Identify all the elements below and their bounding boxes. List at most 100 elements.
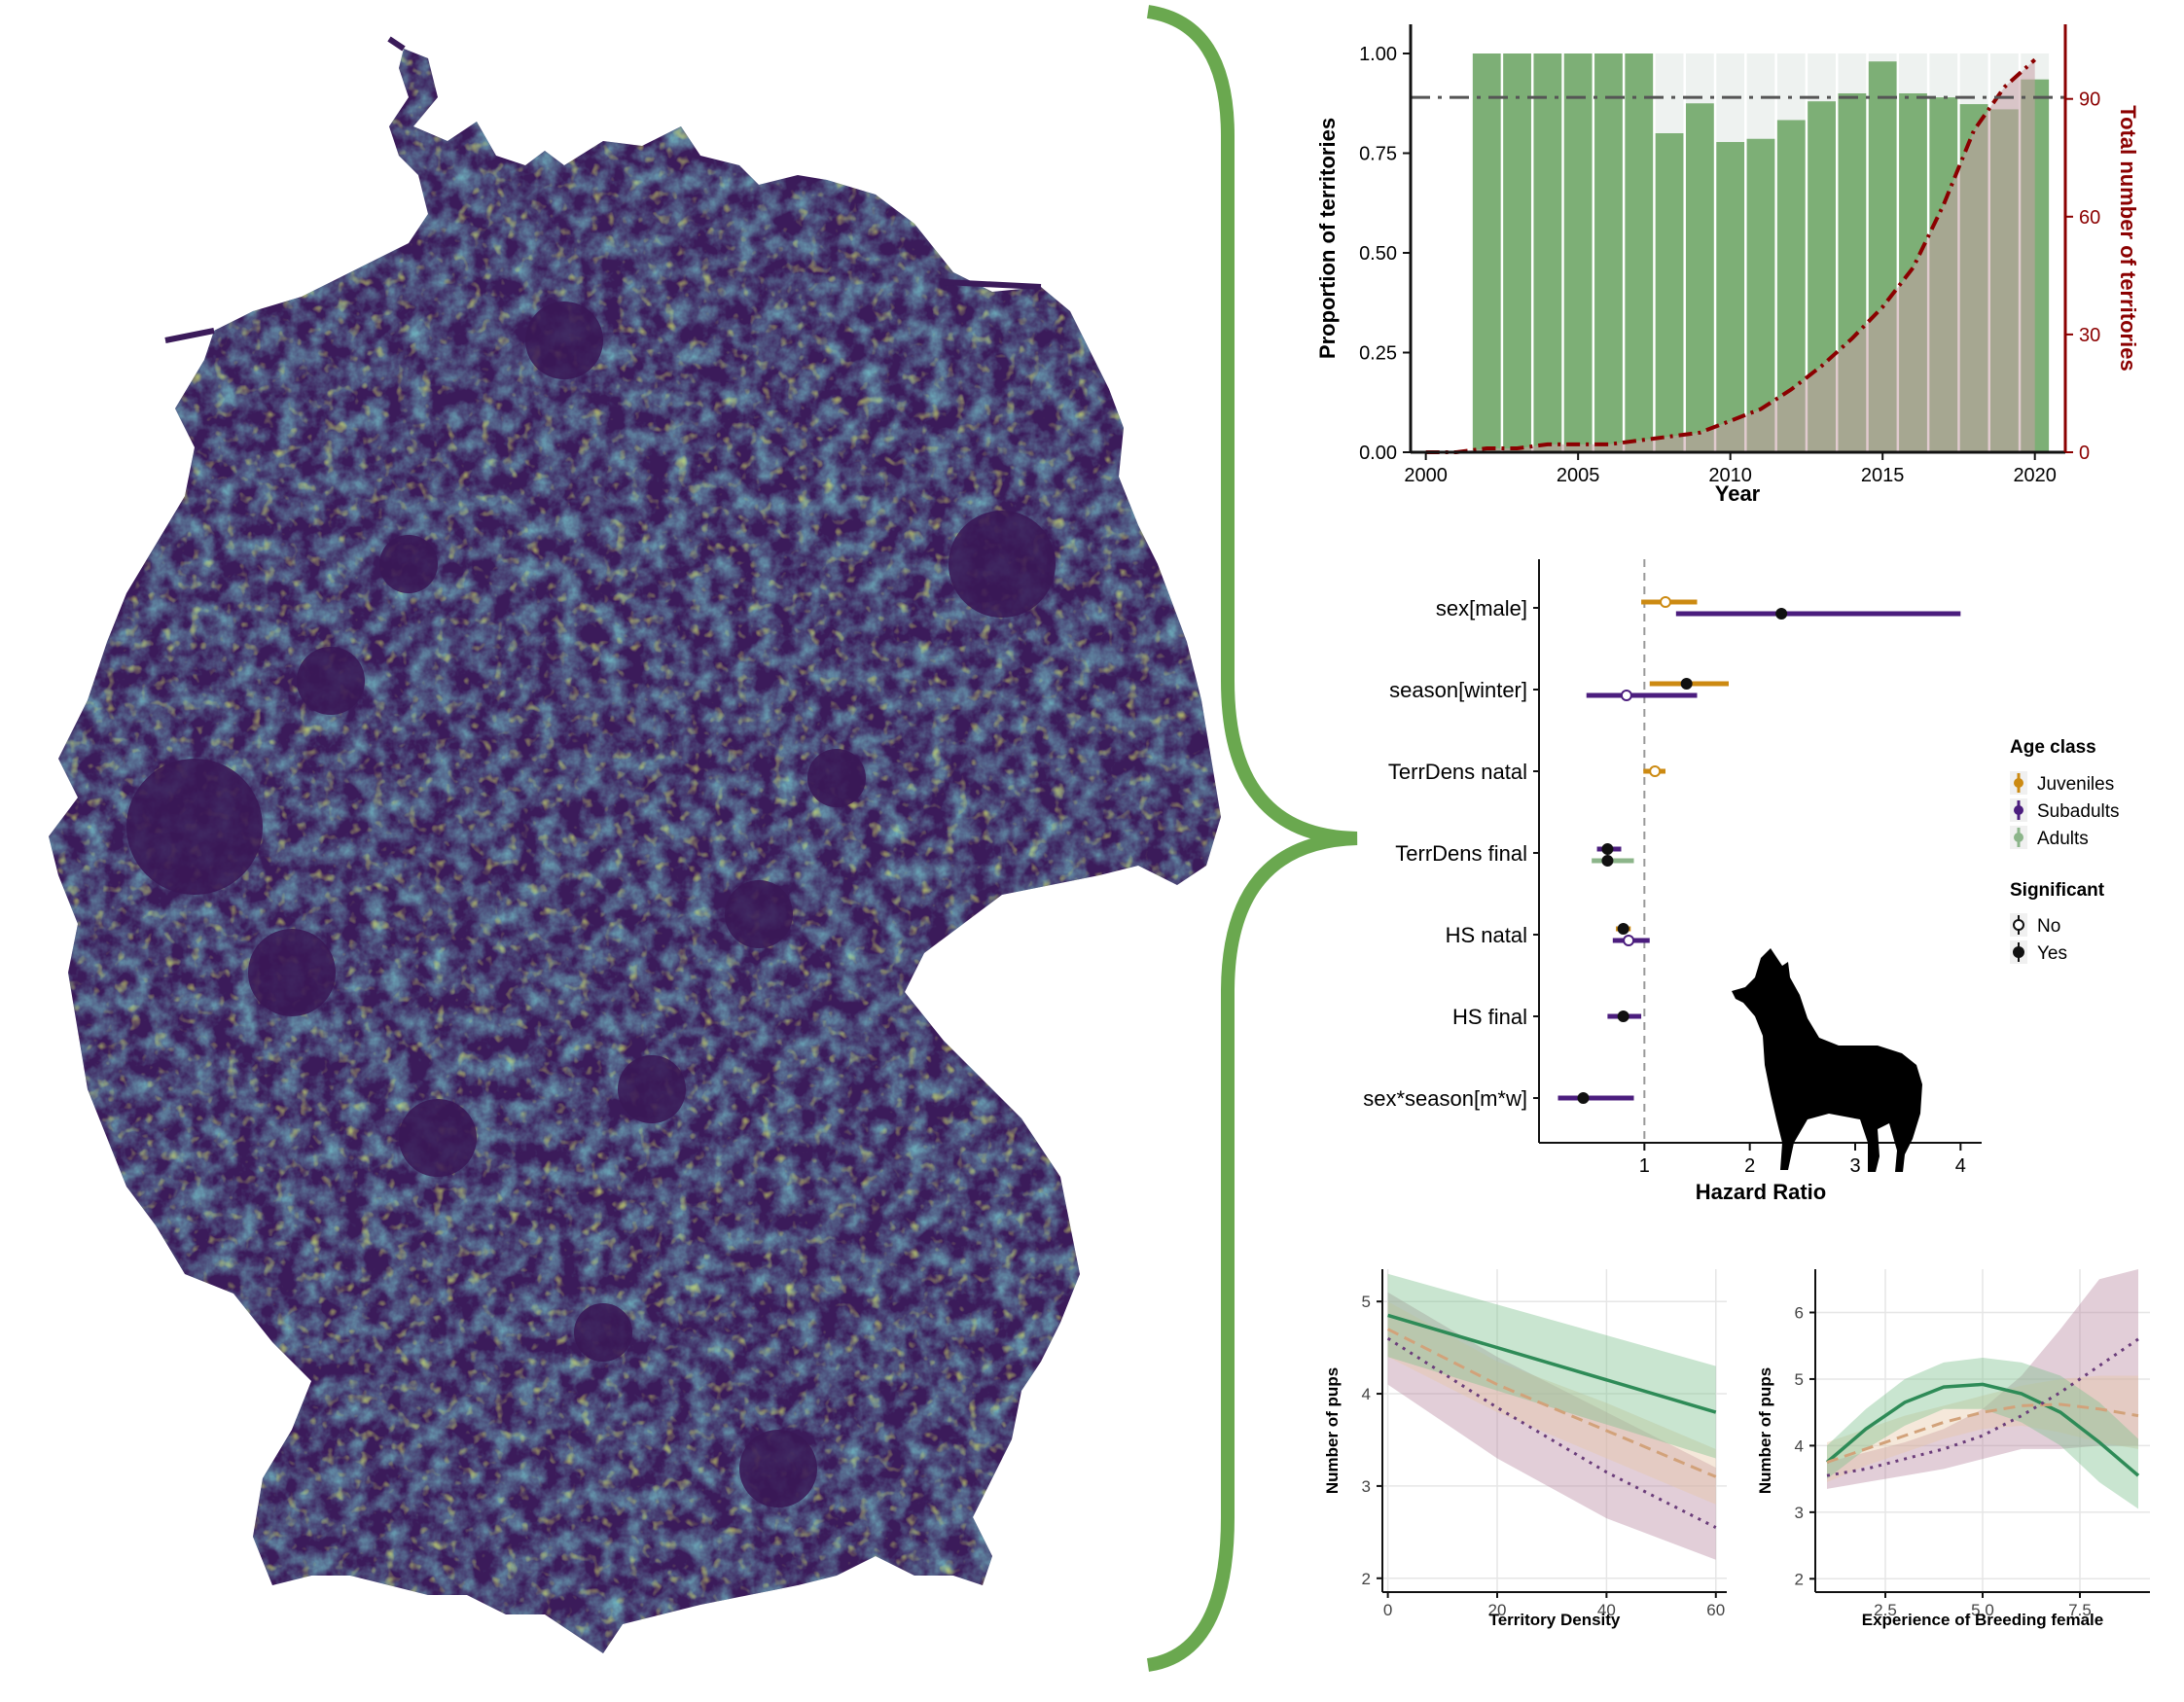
y-axis-label: Number of pups (1323, 1367, 1342, 1494)
urban-areas (126, 301, 1056, 1507)
x-axis-label: Experience of Breeding female (1862, 1611, 2103, 1629)
bar (1625, 53, 1654, 452)
x-tick-label: 2005 (1557, 465, 1600, 486)
cumulative-line (1425, 57, 2037, 454)
estimate-point (1620, 690, 1632, 701)
bar (1716, 142, 1745, 452)
legend-key-point (2013, 946, 2024, 958)
legend-label: Adults (2037, 829, 2089, 849)
bar (1533, 53, 1562, 452)
x-tick-label: 7.5 (2068, 1601, 2092, 1619)
grid (1815, 1269, 2150, 1592)
x-tick-label: 20 (1488, 1601, 1507, 1619)
pups-experience-chart: 2 3 4 5 6 2.5 5.0 7.5 Experience of Breeding fe… (1756, 1269, 2150, 1629)
confidence-band (1827, 1269, 2138, 1489)
x-tick-label: 5.0 (1971, 1601, 1994, 1619)
ticks: 2 3 4 5 0 20 40 60 (1362, 1293, 1726, 1619)
curve-line (1826, 1337, 2139, 1477)
y-tick-label: 0.50 (1359, 243, 1397, 265)
bar (1563, 53, 1593, 452)
pups-territory-density-chart: 2 3 4 5 0 20 40 60 Territory Density Number of … (1323, 1269, 1727, 1629)
territory-proportion-chart: 0.00 0.25 0.50 0.75 1.00 0 30 60 90 2000 2005 201… (1315, 24, 2140, 506)
estimate-point (1775, 608, 1788, 620)
confidence-band (1387, 1301, 1716, 1505)
wolf-silhouette (1732, 948, 1922, 1172)
x-tick-label: 3 (1849, 1155, 1860, 1177)
category-label: HS final (1452, 1005, 1527, 1029)
y-tick-label: 0.25 (1359, 343, 1397, 365)
x-ticks: 2000 2005 2010 2015 2020 (1404, 452, 2057, 486)
cumulative-area (1425, 59, 2035, 453)
estimate-point (1660, 596, 1671, 608)
x-tick-label: 2015 (1861, 465, 1905, 486)
bar (1503, 53, 1531, 452)
ticks: 2 3 4 5 6 2.5 5.0 7.5 (1795, 1303, 2092, 1619)
legend: Age class Juveniles Subadults Adults Signi… (2010, 737, 2120, 964)
x-tick-label: 2.5 (1874, 1601, 1897, 1619)
legend-key-point (2014, 805, 2023, 815)
y-tick-label: 2 (1795, 1570, 1804, 1588)
bar (1594, 53, 1623, 452)
x-tick-label: 4 (1955, 1155, 1966, 1177)
estimate-point (1623, 935, 1635, 946)
bar (1472, 53, 1501, 452)
y2-axis-label: Total number of territories (2116, 105, 2140, 371)
y-tick-label: 1.00 (1359, 44, 1397, 65)
x-tick-label: 2010 (1708, 465, 1752, 486)
x-tick-label: 2020 (2013, 465, 2057, 486)
hazard-series (1557, 596, 1961, 1104)
legend-significant-title: Significant (2010, 880, 2105, 901)
germany-habitat-map (49, 36, 1221, 1653)
estimate-point (1617, 1011, 1629, 1022)
y2-tick-label: 0 (2079, 443, 2090, 464)
curve-series (1825, 1269, 2140, 1509)
y-tick-label: 4 (1362, 1385, 1371, 1403)
y2-tick-label: 60 (2079, 207, 2100, 229)
category-label: sex[male] (1436, 596, 1527, 621)
estimate-point (1649, 765, 1662, 777)
y-tick-label: 6 (1795, 1303, 1804, 1322)
y-tick-label: 3 (1362, 1477, 1371, 1496)
legend-key-point (2014, 833, 2023, 842)
y2-tick-label: 90 (2079, 89, 2100, 111)
legend-label: No (2037, 916, 2060, 937)
legend-label: Subadults (2037, 801, 2120, 822)
bar (1685, 103, 1714, 452)
confidence-band (1387, 1273, 1716, 1459)
x-tick-label: 40 (1597, 1601, 1616, 1619)
x-tick-label: 2 (1744, 1155, 1755, 1177)
confidence-band (1827, 1358, 2138, 1509)
x-axis-label: Hazard Ratio (1696, 1180, 1826, 1204)
y-tick-label: 4 (1795, 1436, 1804, 1455)
y2-tick-label: 30 (2079, 325, 2100, 346)
y-tick-label: 0.00 (1359, 443, 1397, 464)
curve-series (1386, 1273, 1717, 1560)
legend-label: Yes (2037, 943, 2067, 964)
y-tick-label: 3 (1795, 1504, 1804, 1522)
bar (1655, 133, 1684, 452)
confidence-band (1387, 1292, 1716, 1560)
y-tick-label: 5 (1362, 1293, 1371, 1311)
wolf-icon (1732, 948, 1922, 1172)
legend-key-point (2014, 778, 2023, 788)
x-axis-label: Year (1715, 481, 1761, 506)
y-axis-label: Proportion of territories (1315, 118, 1340, 359)
grid (1382, 1269, 1727, 1592)
y-tick-label: 2 (1362, 1570, 1371, 1588)
x-tick-label: 1 (1639, 1155, 1650, 1177)
category-label: season[winter] (1389, 678, 1527, 702)
legend-key-point (2013, 919, 2024, 931)
y-axis-label: Number of pups (1756, 1367, 1774, 1494)
estimate-point (1577, 1092, 1590, 1104)
estimate-point (1617, 923, 1629, 935)
category-label: TerrDens final (1395, 841, 1527, 866)
y-ticks: 0.00 0.25 0.50 0.75 1.00 (1359, 44, 1411, 464)
curve-line (1826, 1402, 2139, 1464)
x-ticks: 1 2 3 4 (1639, 1143, 1966, 1177)
hazard-ratio-chart: sex[male] season[winter] TerrDens natal Ter… (1363, 559, 2120, 1204)
category-label: HS natal (1446, 923, 1527, 947)
legend-age-title: Age class (2010, 737, 2096, 758)
curve-line (1825, 1382, 2140, 1477)
y-tick-label: 0.75 (1359, 144, 1397, 165)
curve-line (1386, 1336, 1717, 1529)
